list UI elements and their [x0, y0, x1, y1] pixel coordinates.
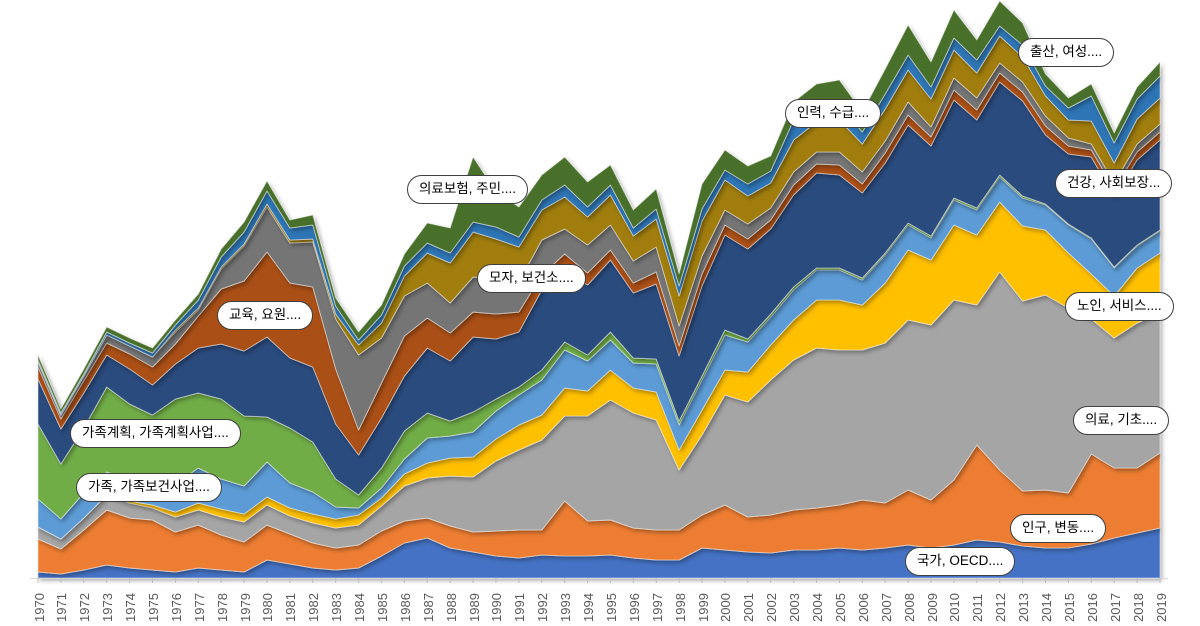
callout-label: 가족, 가족보건사업....	[76, 473, 222, 503]
x-axis-label: 2017	[1107, 593, 1123, 622]
x-axis-label: 2013	[1016, 593, 1032, 622]
x-axis-label: 2006	[855, 593, 871, 622]
x-axis-label: 2010	[947, 593, 963, 622]
x-axis-label: 1984	[352, 593, 368, 622]
area-chulsan-yeoseong	[37, 0, 1161, 414]
x-axis-label: 1975	[145, 593, 161, 622]
x-axis-label: 2005	[832, 593, 848, 622]
x-axis-label: 2008	[901, 593, 917, 622]
x-axis-label: 2007	[878, 593, 894, 622]
x-axis-label: 1973	[100, 593, 116, 622]
x-axis-label: 2002	[764, 593, 780, 622]
x-axis-label: 1999	[695, 593, 711, 622]
x-axis-label: 2018	[1130, 593, 1146, 622]
x-axis-label: 2019	[1153, 593, 1169, 622]
x-axis-label: 1985	[374, 593, 390, 622]
callout-label: 모자, 보건소....	[477, 264, 586, 294]
x-axis-label: 1976	[168, 593, 184, 622]
x-axis-label: 1980	[260, 593, 276, 622]
callout-label: 교육, 요원....	[217, 301, 314, 331]
callout-label: 건강, 사회보장...	[1055, 169, 1173, 199]
x-axis-label: 1992	[535, 593, 551, 622]
x-axis-label: 2003	[787, 593, 803, 622]
callout-label: 인구, 변동....	[1010, 514, 1107, 544]
callout-label: 노인, 서비스....	[1065, 292, 1174, 322]
x-axis-label: 2012	[993, 593, 1009, 622]
x-axis-label: 1987	[420, 593, 436, 622]
callout-label: 출산, 여성....	[1018, 38, 1115, 68]
callout-label: 의료, 기초....	[1073, 406, 1170, 436]
x-axis-label: 1971	[54, 593, 70, 622]
x-axis-label: 1990	[489, 593, 505, 622]
x-axis-label: 2001	[741, 593, 757, 622]
x-axis-label: 1993	[558, 593, 574, 622]
x-axis-label: 1979	[237, 593, 253, 622]
x-axis-label: 1991	[512, 593, 528, 622]
x-axis-label: 2015	[1061, 593, 1077, 622]
x-axis-label: 1997	[649, 593, 665, 622]
x-axis-label: 1994	[581, 593, 597, 622]
callout-label: 의료보험, 주민....	[407, 175, 529, 205]
x-axis-label: 1983	[329, 593, 345, 622]
x-axis-label: 2009	[924, 593, 940, 622]
x-axis-label: 1998	[672, 593, 688, 622]
x-axis-label: 1972	[77, 593, 93, 622]
callout-label: 인력, 수급....	[785, 99, 882, 129]
callout-label: 국가, OECD....	[905, 547, 1016, 577]
x-axis-label: 1988	[443, 593, 459, 622]
x-axis-label: 1996	[626, 593, 642, 622]
x-axis	[30, 578, 1168, 583]
x-axis-label: 1981	[283, 593, 299, 622]
x-axis-label: 1982	[306, 593, 322, 622]
x-axis-label: 1989	[466, 593, 482, 622]
x-axis-label: 1986	[397, 593, 413, 622]
x-axis-label: 1978	[214, 593, 230, 622]
area-series-group	[37, 0, 1161, 579]
x-axis-label: 1970	[31, 593, 47, 622]
x-axis-label: 2016	[1084, 593, 1100, 622]
x-axis-label: 2004	[810, 593, 826, 622]
x-axis-label: 2014	[1039, 593, 1054, 622]
callout-label: 가족계획, 가족계획사업....	[70, 419, 241, 449]
x-axis-label: 1977	[191, 593, 207, 622]
x-axis-label: 2011	[970, 594, 986, 622]
x-axis-label: 1995	[603, 593, 619, 622]
x-axis-label: 2000	[718, 593, 734, 622]
x-axis-label: 1974	[123, 593, 139, 622]
